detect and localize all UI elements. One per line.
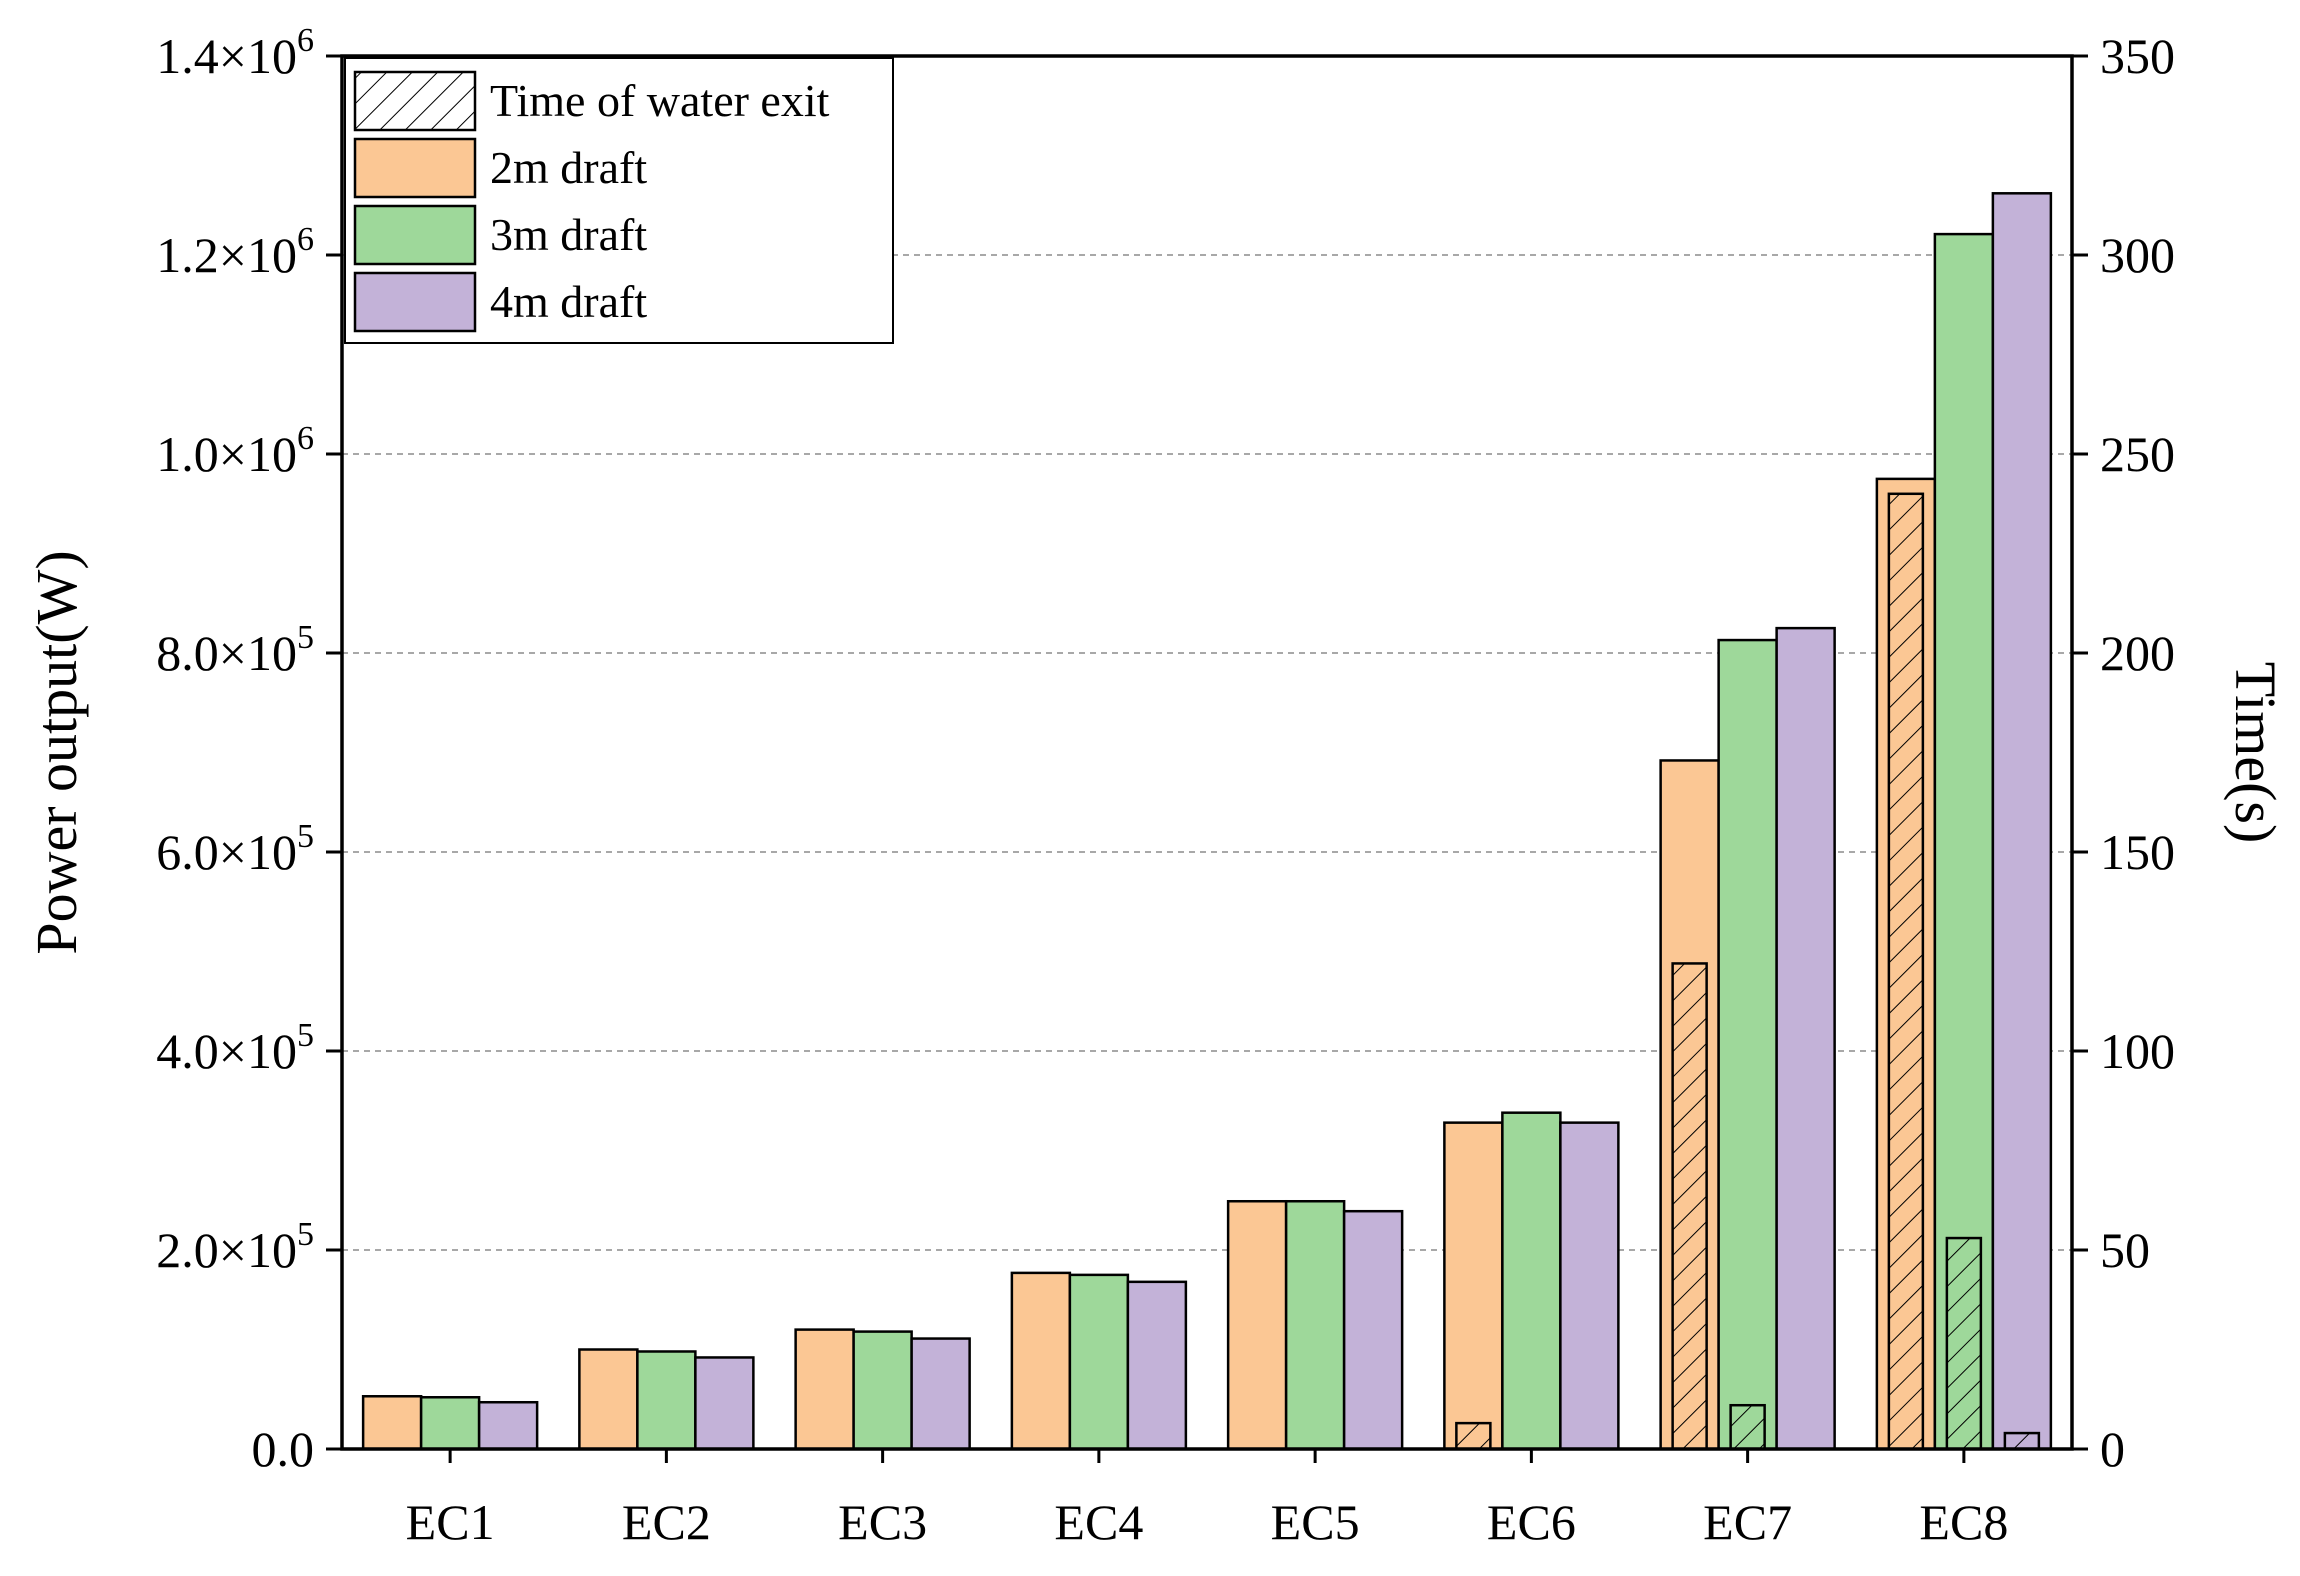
- x-tick-label-EC7: EC7: [1703, 1494, 1792, 1550]
- y2-tick-label: 100: [2100, 1023, 2175, 1079]
- x-tick-label-EC1: EC1: [406, 1494, 495, 1550]
- legend-swatch-4m-draft: [353, 271, 477, 333]
- axes: EC1 EC2 EC3 EC4 EC5 EC6 EC7 EC8 0.0 2.0×105 4.0×10…: [24, 22, 2288, 1550]
- bar-3m-draft-EC1: [419, 1396, 481, 1451]
- y2-tick-label: 250: [2100, 426, 2175, 482]
- y-tick-label: 1.2×106: [156, 221, 314, 283]
- x-tick-label-EC4: EC4: [1054, 1494, 1143, 1550]
- time-bar-2m-draft-EC6: [1455, 1421, 1492, 1451]
- bar-4m-draft-EC5: [1342, 1209, 1404, 1451]
- bar-4m-draft-EC2: [694, 1356, 755, 1451]
- bar-2m-draft-EC1: [361, 1395, 423, 1451]
- bars: [361, 192, 2053, 1451]
- y2-tick-label: 350: [2100, 28, 2175, 84]
- bar-2m-draft-EC4: [1010, 1271, 1072, 1451]
- y-tick-label: 8.0×105: [156, 619, 314, 681]
- legend-swatch-Time-of-water-exit: [353, 70, 477, 132]
- y-tick-label: 4.0×105: [156, 1017, 314, 1079]
- y2-axis-title: Time(s): [2223, 662, 2288, 844]
- bar-4m-draft-EC1: [477, 1400, 539, 1451]
- y2-tick-label: 300: [2100, 227, 2175, 283]
- y2-tick-label: 150: [2100, 824, 2175, 880]
- y-tick-label: 1.4×106: [156, 22, 314, 84]
- bar-2m-draft-EC2: [578, 1348, 639, 1451]
- bar-2m-draft-EC6: [1443, 1121, 1504, 1451]
- y2-tick-label: 0: [2100, 1421, 2125, 1477]
- bar-4m-draft-EC7: [1775, 626, 1836, 1451]
- bar-4m-draft-EC8: [1991, 192, 2053, 1451]
- bar-3m-draft-EC4: [1068, 1273, 1130, 1451]
- x-tick-label-EC5: EC5: [1271, 1494, 1360, 1550]
- y-axis-title: Power output(W): [24, 550, 89, 954]
- legend-label-Time-of-water-exit: Time of water exit: [490, 75, 830, 126]
- bar-3m-draft-EC5: [1284, 1199, 1346, 1451]
- bar-2m-draft-EC3: [794, 1328, 855, 1451]
- bar-3m-draft-EC2: [636, 1350, 697, 1451]
- y2-tick-label: 50: [2100, 1222, 2150, 1278]
- time-bar-3m-draft-EC8: [1945, 1236, 1983, 1451]
- bar-2m-draft-EC5: [1226, 1199, 1288, 1451]
- y-tick-label: 6.0×105: [156, 818, 314, 880]
- plot-frame: [340, 54, 2074, 1451]
- y2-tick-label: 200: [2100, 625, 2175, 681]
- time-bars: [1455, 492, 2041, 1451]
- time-bar-4m-draft-EC8: [2003, 1431, 2041, 1451]
- x-tick-label-EC8: EC8: [1919, 1494, 2008, 1550]
- legend-label-3m-draft: 3m draft: [490, 209, 647, 260]
- x-tick-label-EC2: EC2: [622, 1494, 711, 1550]
- bar-3m-draft-EC7: [1717, 638, 1778, 1451]
- y-tick-label: 2.0×105: [156, 1216, 314, 1278]
- legend: Time of water exit 2m draft 3m draft 4m dra…: [344, 57, 894, 344]
- y-tick-label: 0.0: [252, 1421, 315, 1477]
- legend-label-2m-draft: 2m draft: [490, 142, 647, 193]
- bar-4m-draft-EC4: [1126, 1280, 1188, 1451]
- x-tick-label-EC6: EC6: [1487, 1494, 1576, 1550]
- x-tick-label-EC3: EC3: [838, 1494, 927, 1550]
- y-tick-label: 1.0×106: [156, 420, 314, 482]
- bar-3m-draft-EC6: [1501, 1111, 1562, 1451]
- time-bar-2m-draft-EC7: [1671, 962, 1708, 1451]
- time-bar-3m-draft-EC7: [1729, 1403, 1766, 1451]
- bar-4m-draft-EC3: [910, 1337, 971, 1451]
- time-bar-2m-draft-EC8: [1887, 492, 1925, 1451]
- legend-swatch-2m-draft: [353, 137, 477, 199]
- bar-3m-draft-EC3: [852, 1330, 913, 1451]
- bar-4m-draft-EC6: [1559, 1121, 1620, 1451]
- legend-label-4m-draft: 4m draft: [490, 276, 647, 327]
- legend-swatch-3m-draft: [353, 204, 477, 266]
